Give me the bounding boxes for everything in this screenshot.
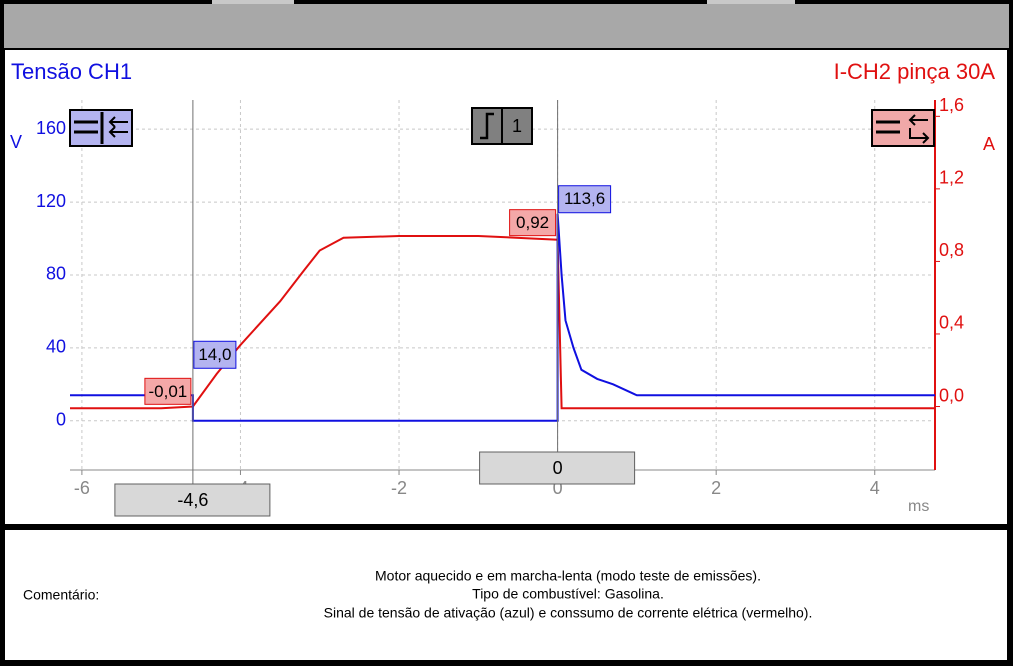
ch2-readout-box [509, 209, 557, 237]
comment-panel [5, 530, 1007, 660]
comment-line: Sinal de tensão de ativação (azul) e con… [324, 605, 813, 621]
y2-tick-label: 1,6 [939, 95, 964, 115]
y2-tick-label: 0,8 [939, 240, 964, 260]
cursor-box [114, 483, 271, 517]
y-axis-label: V [10, 132, 22, 152]
ch1-readout-box [193, 340, 237, 369]
y2-tick-label: 0,4 [939, 313, 964, 333]
chart-title-right: I-CH2 pinça 30A [834, 59, 996, 84]
tab [212, 0, 294, 4]
y2-axis-label: A [983, 134, 995, 154]
x-axis-label: ms [908, 498, 929, 515]
x-tick-label: 4 [870, 478, 880, 498]
x-tick-label: -2 [391, 478, 407, 498]
x-tick-label: 0 [553, 478, 563, 498]
comment-label: Comentário: [23, 587, 99, 603]
chart-title: Tensão CH1 [11, 59, 132, 84]
y-tick-label: 160 [36, 118, 66, 138]
y-tick-label: 120 [36, 191, 66, 211]
ch2-readout: 0,92 [516, 213, 549, 232]
y-tick-label: 80 [46, 264, 66, 284]
y-tick-label: 40 [46, 337, 66, 357]
series-line [70, 235, 935, 410]
x-tick-label: -6 [74, 478, 90, 498]
plot: 040801201600,00,40,81,21,6-6-4-2024-4,6-… [36, 95, 964, 517]
ch2-readout-box [144, 377, 192, 405]
toolbar [4, 4, 1009, 48]
ch1-readout: 113,6 [564, 189, 605, 208]
ch1-readout: 14,0 [198, 345, 231, 364]
tab [707, 0, 795, 4]
comment-line: Motor aquecido e em marcha-lenta (modo t… [375, 568, 761, 584]
y-tick-label: 0 [56, 410, 66, 430]
ch2-readout: -0,01 [149, 382, 188, 401]
ch1-readout-box [558, 185, 612, 214]
cursor-box [479, 451, 636, 485]
comment-line: Tipo de combustível: Gasolina. [472, 586, 664, 602]
ch1-scale-icon [69, 109, 133, 147]
x-tick-label: 2 [711, 478, 721, 498]
cursor-label: -4,6 [177, 490, 208, 510]
cursor-label: 0 [553, 458, 563, 478]
ch2-scale-icon [871, 109, 935, 147]
y2-tick-label: 0,0 [939, 385, 964, 405]
trigger-label: 1 [512, 116, 522, 136]
y2-tick-label: 1,2 [939, 168, 964, 188]
trigger-icon [471, 107, 533, 145]
